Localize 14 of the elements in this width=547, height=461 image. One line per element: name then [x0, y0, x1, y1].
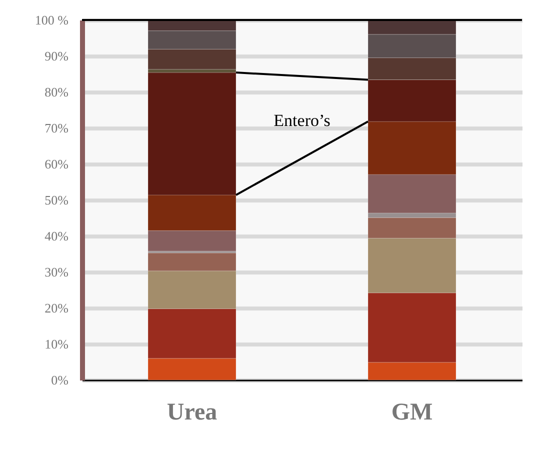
annotation: Entero’s	[274, 110, 330, 130]
y-tick-label: 10%	[44, 336, 69, 352]
y-tick-label: 100 %	[34, 12, 69, 28]
y-tick-label: 60%	[44, 156, 69, 172]
y-tick-label: 50%	[44, 192, 69, 208]
x-tick-label: GM	[391, 400, 433, 426]
y-tick-label: 90%	[44, 48, 69, 64]
y-tick-label: 20%	[44, 300, 69, 316]
y-tick-label: 0%	[51, 372, 69, 388]
y-tick-label: 70%	[44, 120, 69, 136]
y-tick-label: 80%	[44, 84, 69, 100]
y-tick-label: 30%	[44, 264, 69, 280]
x-tick-label: Urea	[166, 400, 218, 426]
y-tick-label: 40%	[44, 228, 69, 244]
